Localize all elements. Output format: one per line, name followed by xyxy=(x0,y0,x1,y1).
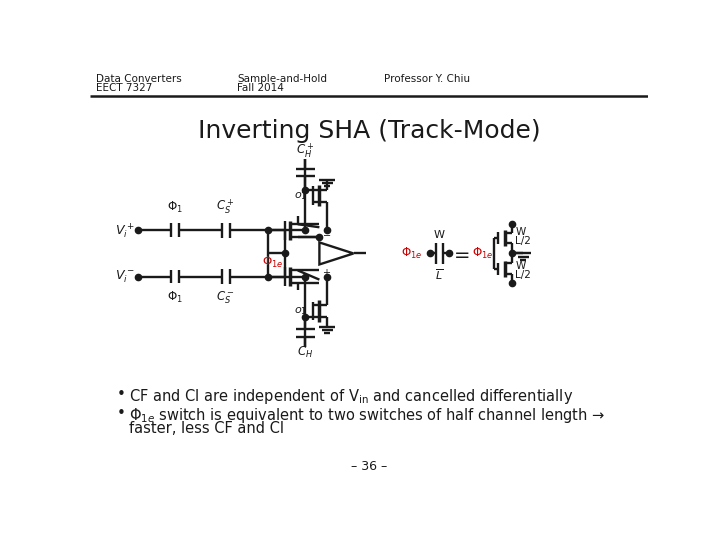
Text: $V_i^-$: $V_i^-$ xyxy=(115,268,135,285)
Text: $\Phi_{1e}$: $\Phi_{1e}$ xyxy=(472,246,493,261)
Text: EECT 7327: EECT 7327 xyxy=(96,83,153,93)
Text: CF and CI are independent of V$_{\rm in}$ and cancelled differentially: CF and CI are independent of V$_{\rm in}… xyxy=(129,387,573,406)
Text: •: • xyxy=(117,406,125,421)
Text: $\Phi_{1e}$: $\Phi_{1e}$ xyxy=(263,255,284,270)
Text: $C_H$: $C_H$ xyxy=(297,345,313,360)
Text: $C_H^+$: $C_H^+$ xyxy=(296,141,315,160)
Text: Sample-and-Hold: Sample-and-Hold xyxy=(238,74,328,84)
Text: – 36 –: – 36 – xyxy=(351,460,387,473)
Text: $\Phi_1$: $\Phi_1$ xyxy=(167,200,183,215)
Text: L/2: L/2 xyxy=(516,236,531,246)
Text: W: W xyxy=(516,227,526,237)
Text: Professor Y. Chiu: Professor Y. Chiu xyxy=(384,74,471,84)
Text: $\Phi_{1e}$ switch is equivalent to two switches of half channel length →: $\Phi_{1e}$ switch is equivalent to two … xyxy=(129,406,605,425)
Text: $C_S^-$: $C_S^-$ xyxy=(216,289,235,306)
Text: •: • xyxy=(117,387,125,402)
Text: $-$: $-$ xyxy=(322,229,331,239)
Text: $C_S^+$: $C_S^+$ xyxy=(216,197,235,215)
Text: W: W xyxy=(434,230,445,240)
Text: Fall 2014: Fall 2014 xyxy=(238,83,284,93)
Text: faster, less CF and CI: faster, less CF and CI xyxy=(129,421,284,436)
Text: $o_1$: $o_1$ xyxy=(294,305,307,317)
Text: $\Phi_{1e}$: $\Phi_{1e}$ xyxy=(401,246,423,261)
Text: $+$: $+$ xyxy=(322,267,330,278)
Text: Inverting SHA (Track-Mode): Inverting SHA (Track-Mode) xyxy=(198,119,540,143)
Text: Data Converters: Data Converters xyxy=(96,74,182,84)
Text: $\overline{L}$: $\overline{L}$ xyxy=(436,267,444,282)
Text: $=$: $=$ xyxy=(449,244,469,263)
Text: $o_1$: $o_1$ xyxy=(294,190,307,201)
Text: W: W xyxy=(516,261,526,271)
Text: $V_i^+$: $V_i^+$ xyxy=(115,221,135,240)
Text: L/2: L/2 xyxy=(516,270,531,280)
Text: $\Phi_1$: $\Phi_1$ xyxy=(167,289,183,305)
